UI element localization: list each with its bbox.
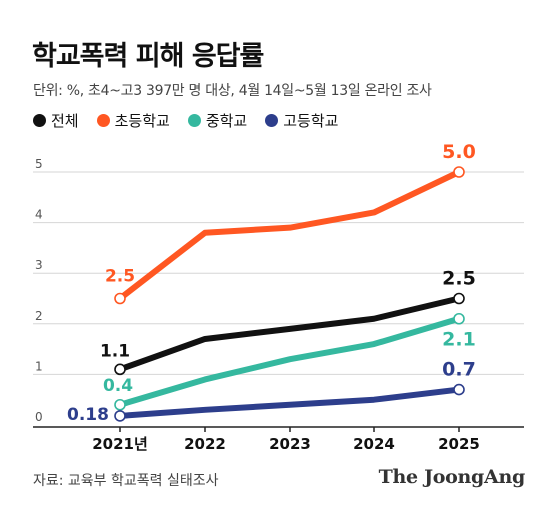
legend-label-middle: 중학교 [205,112,248,130]
x-tick-label-1: 2022 [184,435,226,453]
point-middle-4 [453,312,465,325]
legend-marker-high [265,114,279,127]
y-tick-label-1: 1 [35,359,43,373]
legend-item-high: 고등학교 [265,110,338,131]
chart-subtitle: 단위: %, 초4~고3 397만 명 대상, 4월 14일~5월 13일 온라… [33,83,432,99]
source-note: 자료: 교육부 학교폭력 실태조사 [33,473,219,489]
y-tick-label-5: 5 [35,157,43,171]
legend-label-total: 전체 [51,112,79,130]
point-total-4 [453,292,465,305]
chart-title: 학교폭력 피해 응답률 [32,41,264,72]
x-tick-label-3: 2024 [353,435,395,453]
data-label-high-first: 0.18 [67,405,109,425]
legend-item-total: 전체 [33,110,79,131]
point-elementary-4 [453,166,465,178]
legend-label-elementary: 초등학교 [114,112,170,130]
publisher-logo: The JoongAng [378,466,526,488]
x-tick-label-4: 2025 [438,435,480,453]
legend-marker-elementary [96,114,110,127]
data-label-middle-first: 0.4 [103,376,133,396]
point-high-0 [114,410,126,422]
point-elementary-0 [114,292,126,305]
point-middle-0 [114,398,126,411]
series-line-total [117,295,462,373]
y-tick-label-2: 2 [35,309,43,323]
y-tick-label-4: 4 [35,208,43,222]
data-label-high-last: 0.7 [442,359,476,381]
legend-item-middle: 중학교 [187,110,248,131]
legend-item-elementary: 초등학교 [96,110,170,131]
point-total-0 [114,363,126,376]
data-label-elementary-last: 5.0 [442,141,476,163]
series-line-high [117,386,462,419]
legend-label-high: 고등학교 [283,112,339,130]
y-tick-label-3: 3 [35,258,43,272]
data-label-middle-last: 2.1 [442,329,476,351]
legend-marker-middle [187,114,201,127]
y-tick-label-0: 0 [35,410,43,424]
series-line-middle [117,315,462,408]
data-label-total-last: 2.5 [442,268,476,290]
x-tick-label-0: 2021년 [92,435,148,453]
data-label-elementary-first: 2.5 [105,267,135,287]
legend: 전체 초등학교 중학교 고등학교 [33,110,356,131]
x-tick-label-2: 2023 [269,435,311,453]
point-high-4 [453,383,465,396]
series-line-elementary [117,169,462,302]
data-label-total-first: 1.1 [100,341,130,361]
legend-marker-total [33,114,46,127]
